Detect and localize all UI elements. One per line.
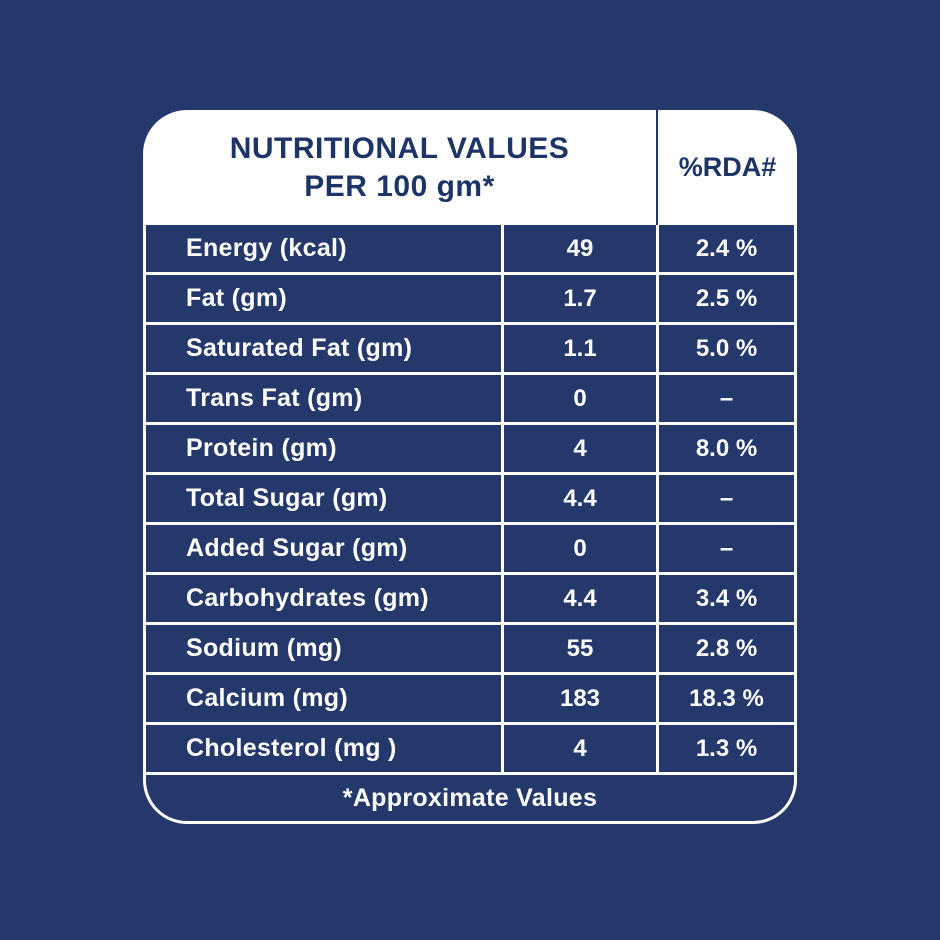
row-value: 4.4 (504, 575, 656, 622)
table-row: Protein (gm) 4 8.0 % (146, 425, 794, 472)
row-value: 1.7 (504, 275, 656, 322)
table-row: Cholesterol (mg ) 4 1.3 % (146, 725, 794, 772)
approximate-values-note: *Approximate Values (143, 772, 797, 824)
row-rda: 3.4 % (659, 575, 794, 622)
table-row: Sodium (mg) 55 2.8 % (146, 625, 794, 672)
row-rda: – (659, 375, 794, 422)
row-value: 0 (504, 525, 656, 572)
table-row: Saturated Fat (gm) 1.1 5.0 % (146, 325, 794, 372)
row-label: Saturated Fat (gm) (146, 325, 501, 372)
row-label: Fat (gm) (146, 275, 501, 322)
row-value: 0 (504, 375, 656, 422)
row-rda: 2.5 % (659, 275, 794, 322)
row-rda: 5.0 % (659, 325, 794, 372)
nutrition-facts-card: NUTRITIONAL VALUES PER 100 gm* %RDA# Ene… (143, 110, 797, 824)
table-row: Energy (kcal) 49 2.4 % (146, 225, 794, 272)
row-value: 55 (504, 625, 656, 672)
row-rda: 2.4 % (659, 225, 794, 272)
table-row: Carbohydrates (gm) 4.4 3.4 % (146, 575, 794, 622)
table-body: Energy (kcal) 49 2.4 % Fat (gm) 1.7 2.5 … (143, 225, 797, 772)
row-rda: 1.3 % (659, 725, 794, 772)
row-label: Energy (kcal) (146, 225, 501, 272)
row-label: Carbohydrates (gm) (146, 575, 501, 622)
row-value: 49 (504, 225, 656, 272)
row-rda: – (659, 525, 794, 572)
table-title: NUTRITIONAL VALUES PER 100 gm* (143, 110, 656, 225)
row-rda: 18.3 % (659, 675, 794, 722)
table-title-line2: PER 100 gm* (304, 169, 495, 203)
row-rda: 8.0 % (659, 425, 794, 472)
row-label: Trans Fat (gm) (146, 375, 501, 422)
row-value: 4.4 (504, 475, 656, 522)
row-value: 4 (504, 725, 656, 772)
table-header: NUTRITIONAL VALUES PER 100 gm* %RDA# (143, 110, 797, 225)
row-rda: – (659, 475, 794, 522)
row-label: Cholesterol (mg ) (146, 725, 501, 772)
row-value: 1.1 (504, 325, 656, 372)
table-row: Total Sugar (gm) 4.4 – (146, 475, 794, 522)
row-label: Sodium (mg) (146, 625, 501, 672)
row-label: Added Sugar (gm) (146, 525, 501, 572)
table-title-line1: NUTRITIONAL VALUES (229, 132, 570, 165)
row-rda: 2.8 % (659, 625, 794, 672)
row-label: Calcium (mg) (146, 675, 501, 722)
table-row: Calcium (mg) 183 18.3 % (146, 675, 794, 722)
row-label: Protein (gm) (146, 425, 501, 472)
row-label: Total Sugar (gm) (146, 475, 501, 522)
header-column-divider (656, 110, 658, 225)
row-value: 183 (504, 675, 656, 722)
rda-column-header: %RDA# (678, 152, 777, 182)
table-row: Added Sugar (gm) 0 – (146, 525, 794, 572)
table-row: Trans Fat (gm) 0 – (146, 375, 794, 422)
table-row: Fat (gm) 1.7 2.5 % (146, 275, 794, 322)
row-value: 4 (504, 425, 656, 472)
